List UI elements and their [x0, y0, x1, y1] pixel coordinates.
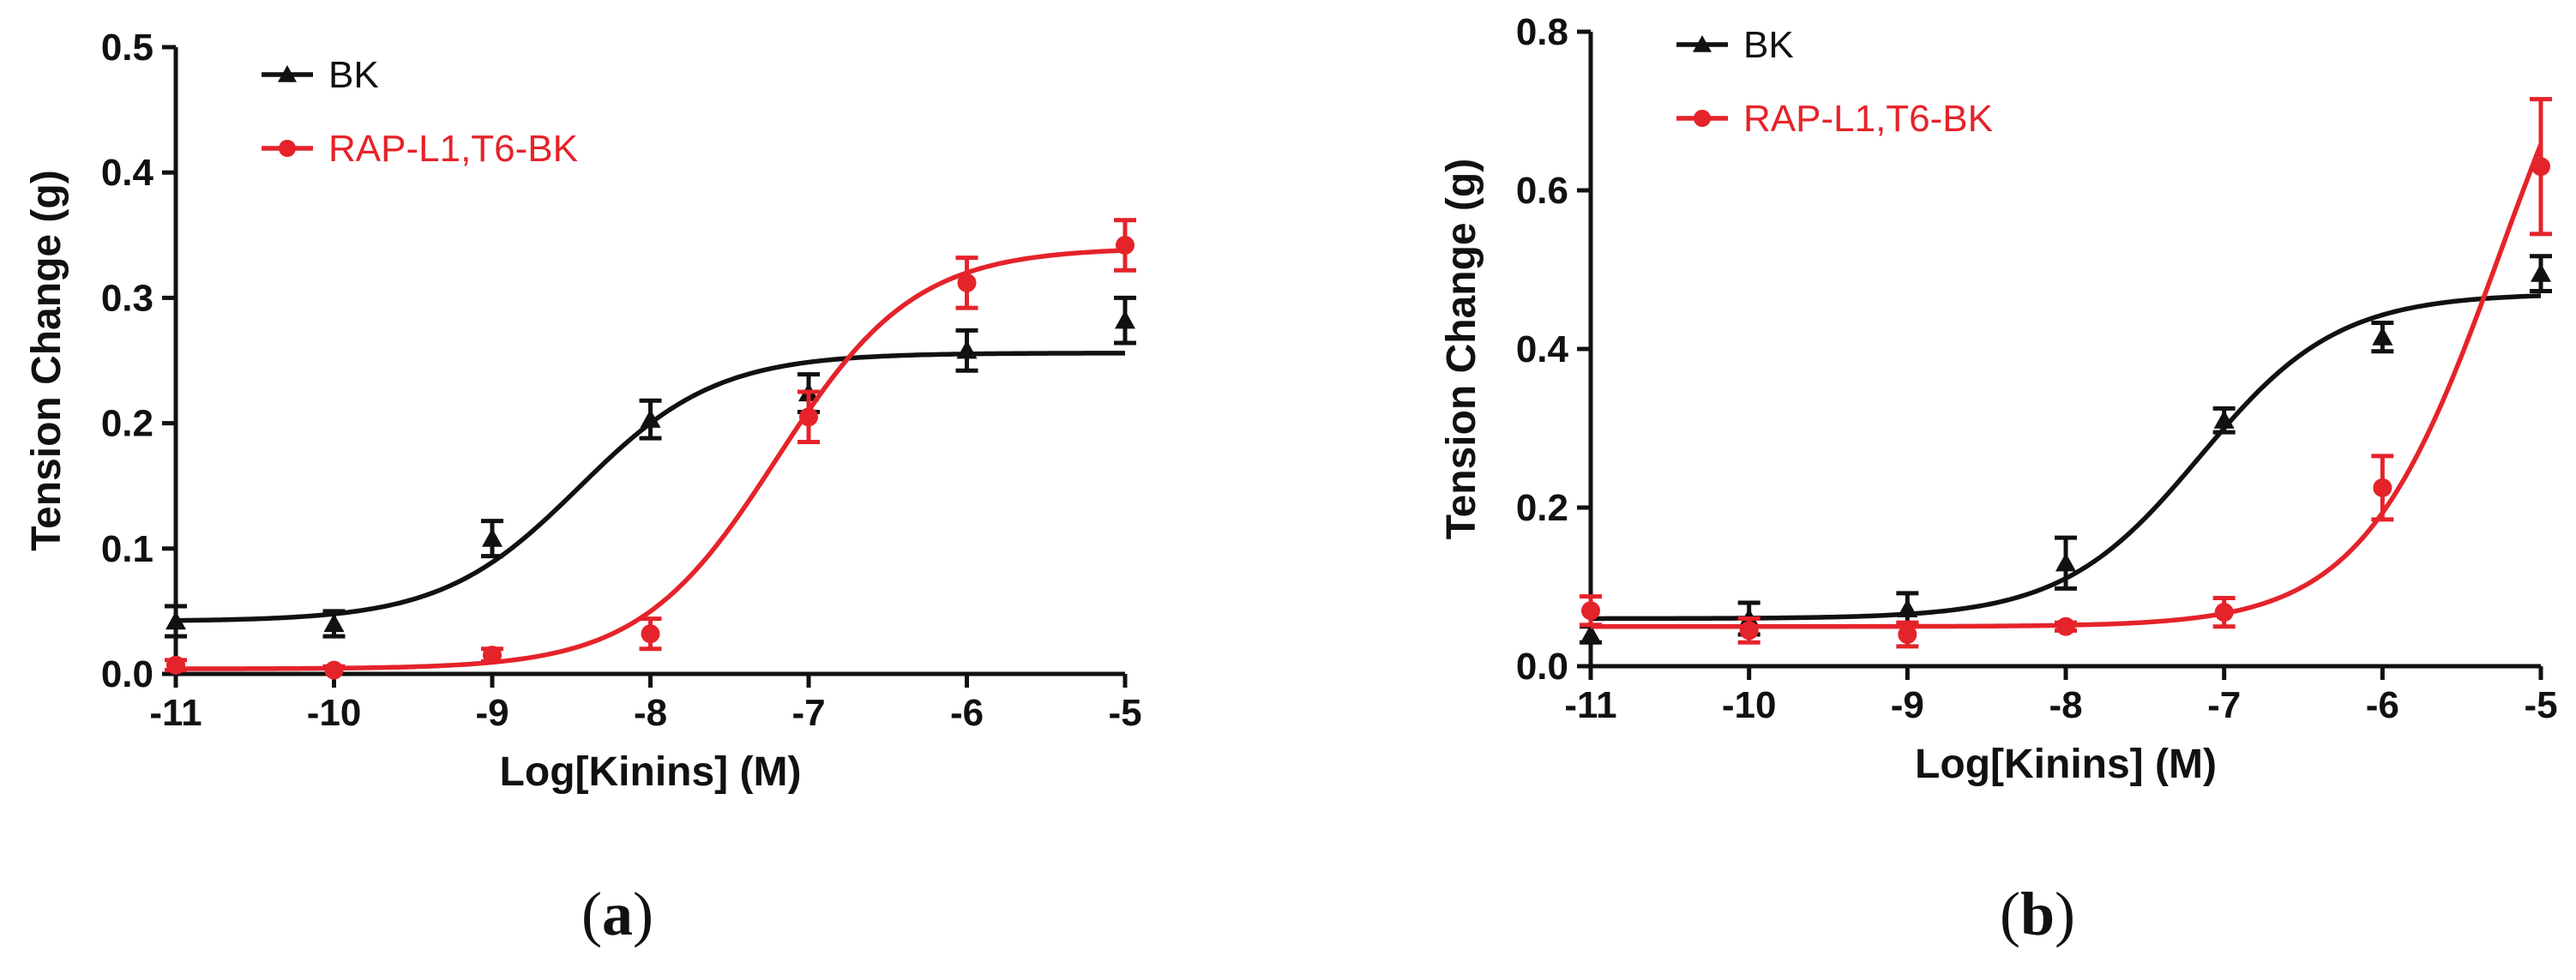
chart-b-caption: (b)	[2000, 880, 2075, 948]
chart-b-series-rap-point	[2531, 157, 2550, 177]
chart-a-x-tick-label: -5	[1108, 692, 1141, 734]
chart-b-series-rap-point	[1581, 601, 1600, 621]
chart-b-legend-item-rap: RAP-L1,T6-BK	[1676, 98, 1993, 140]
chart-b-y-tick-label: 0.6	[1516, 170, 1568, 212]
chart-a-y-tick-label: 0.0	[101, 653, 153, 695]
chart-b-series-bk-point	[2531, 263, 2551, 282]
chart-a-series-bk-point	[482, 528, 503, 547]
chart-a-series-rap-point	[483, 646, 502, 665]
chart-a-series-rap-point	[166, 655, 185, 675]
chart-a-x-tick-label: -11	[149, 692, 202, 734]
chart-b-x-tick-label: -11	[1564, 684, 1616, 726]
chart-b-series-bk-point	[1897, 598, 1918, 617]
chart-a-caption-close: )	[633, 880, 653, 948]
chart-a-series-rap-point	[799, 407, 818, 427]
chart-a-series-bk-point	[956, 340, 978, 359]
chart-a-x-tick-label: -8	[634, 692, 667, 734]
chart-panel-a: -11 -10 -9 -8 -7 -6 -5 0.0 0.1 0.2 0.3 0.4 0.5 Log[Ki…	[0, 0, 1286, 976]
chart-a-y-tick-label: 0.2	[101, 403, 153, 445]
chart-a-y-axis-title: Tension Change (g)	[24, 170, 69, 550]
chart-a-x-axis-title: Log[Kinins] (M)	[500, 749, 802, 795]
chart-a-caption-letter: a	[602, 880, 633, 948]
chart-a-y-tick-label: 0.3	[101, 277, 153, 319]
chart-a-series-bk-fit-curve	[175, 351, 1126, 623]
chart-b-x-axis-title: Log[Kinins] (M)	[1915, 742, 2217, 787]
chart-b-series-rap-point	[2373, 478, 2392, 497]
chart-b-caption-close: )	[2055, 880, 2075, 948]
chart-a-series-rap-point	[1116, 235, 1135, 255]
chart-b-legend-marker	[1694, 110, 1711, 127]
chart-b-legend-item-bk: BK	[1676, 24, 1794, 66]
chart-b-x-tick-label: -6	[2366, 684, 2399, 726]
chart-b-y-axis-title: Tension Change (g)	[1439, 159, 1484, 539]
chart-a-series-bk-point	[640, 409, 661, 428]
chart-a-series-bk-point	[166, 610, 186, 630]
chart-b-x-tick-label: -8	[2049, 684, 2082, 726]
chart-b-y-tick-label: 0.0	[1516, 646, 1568, 688]
chart-b-series-bk-point	[1580, 624, 1601, 643]
chart-a-legend-item-bk: BK	[262, 54, 379, 96]
chart-a-y-tick-label: 0.4	[101, 152, 154, 194]
chart-panel-b: -11 -10 -9 -8 -7 -6 -5 0.0 0.2 0.4 0.6 0.8 Log[Kinin…	[1290, 0, 2576, 976]
chart-b-x-tick-label: -7	[2207, 684, 2241, 726]
chart-b-y-tick-label: 0.2	[1516, 487, 1568, 529]
chart-a-legend-marker	[279, 140, 296, 157]
chart-b-x-tick-label: -10	[1722, 684, 1777, 726]
chart-a-x-tick-label: -7	[791, 692, 825, 734]
chart-a-x-tick-label: -6	[950, 692, 984, 734]
chart-b-series-rap-point	[2214, 603, 2234, 622]
chart-a-series-rap-point	[641, 624, 660, 644]
chart-b-legend-label: BK	[1743, 24, 1794, 66]
chart-a-caption: (a)	[581, 880, 653, 948]
chart-b-series-rap-point	[1898, 625, 1917, 644]
chart-b-legend-marker	[1693, 35, 1712, 52]
chart-b-svg: -11 -10 -9 -8 -7 -6 -5 0.0 0.2 0.4 0.6 0.8 Log[Kinin…	[1439, 11, 2558, 948]
chart-b-series-bk-point	[2055, 552, 2076, 572]
chart-a-y-tick-label: 0.5	[101, 27, 153, 69]
chart-b-caption-open: (	[2000, 880, 2020, 948]
chart-a-x-tick-label: -10	[307, 692, 362, 734]
chart-b-y-tick-label: 0.4	[1516, 328, 1569, 370]
chart-b-caption-letter: b	[2020, 880, 2055, 948]
chart-a-legend-label: BK	[328, 54, 379, 96]
chart-a-legend-label: RAP-L1,T6-BK	[328, 128, 578, 170]
chart-a-series-bk-point	[1115, 310, 1135, 329]
chart-a-legend-item-rap: RAP-L1,T6-BK	[262, 128, 578, 170]
chart-a-svg: -11 -10 -9 -8 -7 -6 -5 0.0 0.1 0.2 0.3 0.4 0.5 Log[Ki…	[24, 27, 1142, 948]
chart-a-y-tick-label: 0.1	[101, 528, 153, 570]
chart-a-caption-open: (	[581, 880, 602, 948]
chart-b-series-rap-point	[2056, 616, 2075, 636]
chart-b-legend-label: RAP-L1,T6-BK	[1743, 98, 1993, 140]
chart-b-x-tick-label: -9	[1891, 684, 1924, 726]
chart-b-y-tick-label: 0.8	[1516, 11, 1568, 53]
chart-b-series-bk-point	[2372, 327, 2393, 346]
chart-b-x-tick-label: -5	[2524, 684, 2557, 726]
chart-b-series-rap-point	[1739, 621, 1759, 640]
chart-b-series-bk-point	[2213, 410, 2235, 429]
chart-a-x-tick-label: -9	[475, 692, 509, 734]
chart-a-series-bk-point	[323, 613, 345, 633]
chart-a-series-rap-point	[324, 660, 344, 680]
chart-a-series-rap-fit-curve	[176, 248, 1126, 671]
chart-a-series-rap-point	[957, 273, 977, 292]
chart-a-legend-marker	[278, 65, 297, 82]
